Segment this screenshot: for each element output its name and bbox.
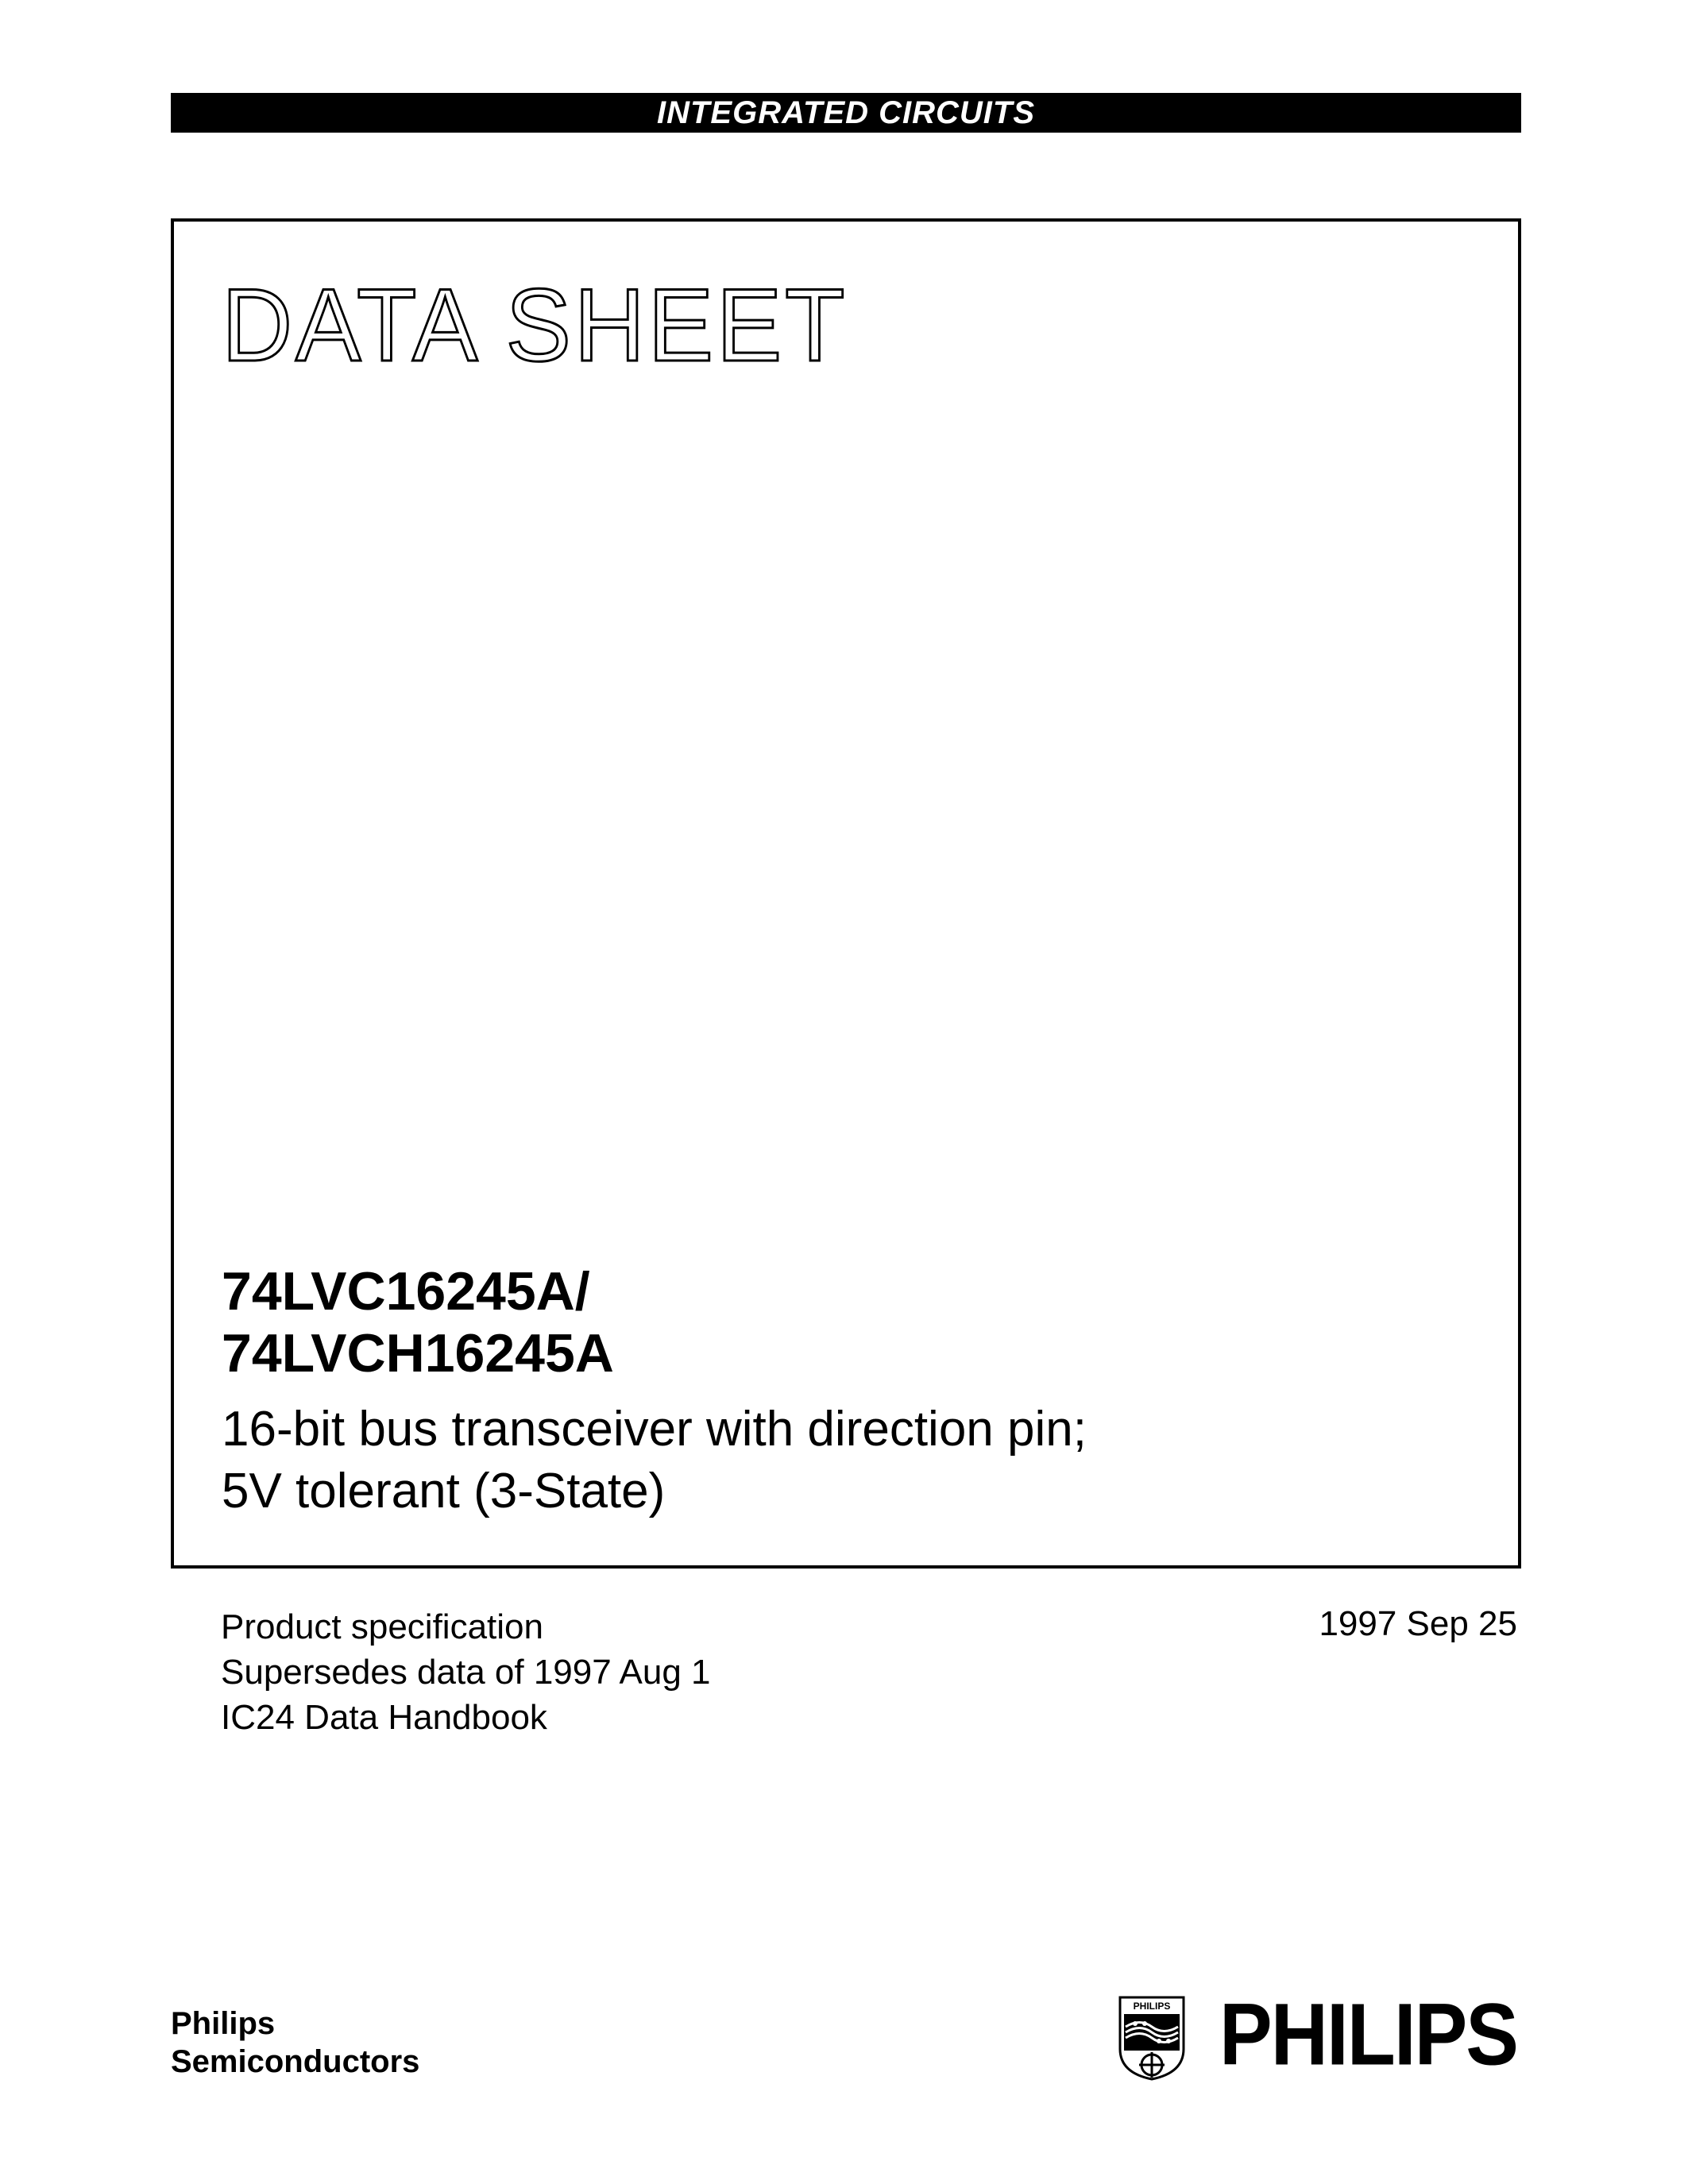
meta-row: Product specification Supersedes data of… <box>221 1604 1517 1741</box>
philips-wordmark: PHILIPS <box>1219 1985 1517 2086</box>
description-line-2: 5V tolerant (3-State) <box>222 1461 1470 1522</box>
footer-logo-group: PHILIPS PHILIPS <box>1116 1989 1517 2081</box>
supersedes-text: Supersedes data of 1997 Aug 1 <box>221 1650 711 1695</box>
philips-shield-icon: PHILIPS <box>1116 1993 1188 2081</box>
svg-text:PHILIPS: PHILIPS <box>1134 2001 1171 2012</box>
part-number-line-2: 74LVCH16245A <box>222 1322 1470 1384</box>
header-banner: INTEGRATED CIRCUITS <box>171 93 1521 133</box>
footer: Philips Semiconductors PHILIPS PHILIPS <box>171 1989 1517 2081</box>
header-banner-text: INTEGRATED CIRCUITS <box>657 95 1035 131</box>
company-line-1: Philips <box>171 2005 419 2043</box>
company-line-2: Semiconductors <box>171 2043 419 2081</box>
part-number-line-1: 74LVC16245A/ <box>222 1260 1470 1322</box>
part-description: 16-bit bus transceiver with direction pi… <box>222 1399 1470 1522</box>
part-block: 74LVC16245A/ 74LVCH16245A 16-bit bus tra… <box>222 1260 1470 1522</box>
meta-left: Product specification Supersedes data of… <box>221 1604 711 1741</box>
spec-label: Product specification <box>221 1604 711 1650</box>
handbook-text: IC24 Data Handbook <box>221 1695 711 1740</box>
datasheet-frame: DATA SHEET 74LVC16245A/ 74LVCH16245A 16-… <box>171 218 1521 1569</box>
description-line-1: 16-bit bus transceiver with direction pi… <box>222 1399 1470 1461</box>
part-numbers: 74LVC16245A/ 74LVCH16245A <box>222 1260 1470 1384</box>
date-text: 1997 Sep 25 <box>1319 1604 1517 1644</box>
footer-company: Philips Semiconductors <box>171 2005 419 2081</box>
outline-title: DATA SHEET <box>222 265 1408 384</box>
